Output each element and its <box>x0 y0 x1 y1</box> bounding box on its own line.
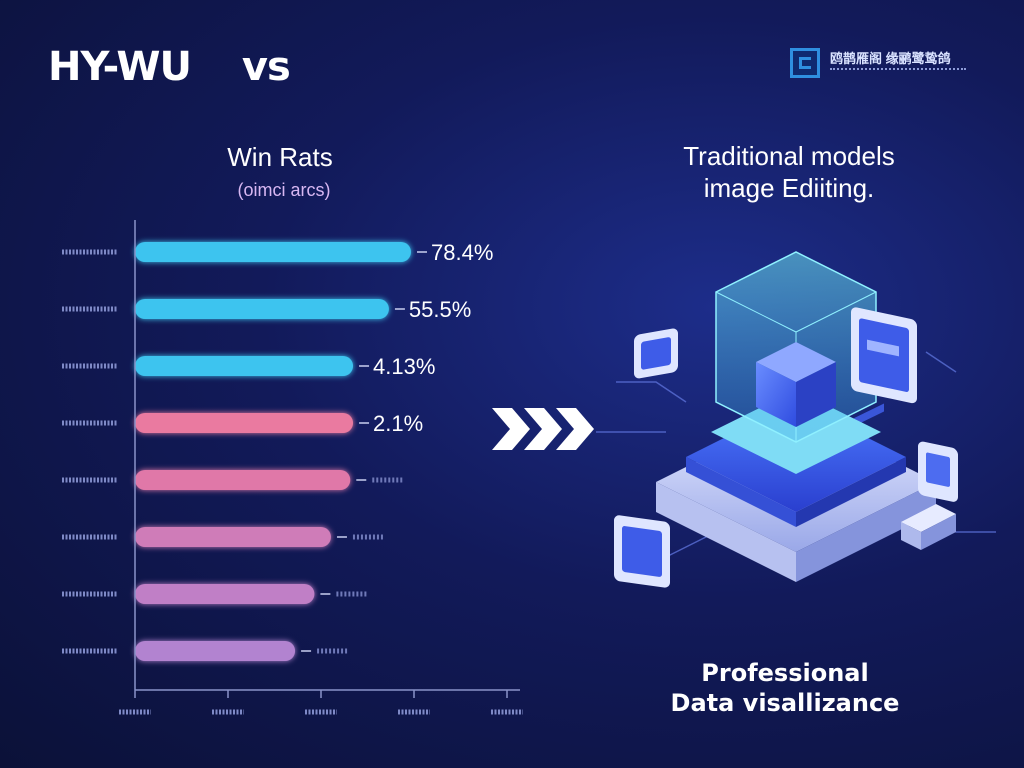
bar-4 <box>135 470 351 490</box>
bar-2 <box>135 356 354 376</box>
bar-1 <box>135 299 389 319</box>
right-title-line1: Traditional models <box>683 141 895 171</box>
headline-title: HY-WU <box>48 44 192 90</box>
value-label-0: 78.4% <box>431 240 493 265</box>
bar-6 <box>135 584 315 604</box>
bar-0 <box>135 242 411 262</box>
isometric-server-platform-icon <box>596 251 996 588</box>
floating-screen-icon <box>851 307 917 404</box>
bar-3 <box>135 413 354 433</box>
floating-tile-icon <box>918 441 958 502</box>
floating-doc-icon <box>614 515 670 588</box>
win-rate-bar-chart: 78.4% 55.5% 4.13% 2.1% <box>62 220 523 715</box>
right-title-line2: image Ediiting. <box>703 173 875 203</box>
triple-chevron-right-icon <box>492 408 594 450</box>
headline-vs: vs <box>241 44 291 90</box>
logo-text: 鸥鹊雁阁 缘鹂鹭鸷鸽 <box>830 51 951 66</box>
chart-subtitle: (oimci arcs) <box>237 180 331 200</box>
footer-caption: Professional Data visallizance <box>640 658 930 718</box>
headline: HY-WU vs <box>48 44 291 90</box>
footer-line2: Data visallizance <box>670 689 900 717</box>
footer-line1: Professional <box>701 659 869 687</box>
right-panel-title: Traditional models image Ediiting. <box>600 140 978 204</box>
value-label-1: 55.5% <box>409 297 471 322</box>
floating-block-icon <box>901 504 956 550</box>
logo-icon <box>790 48 820 78</box>
chart-title: Win Rats <box>227 142 333 172</box>
floating-card-icon <box>634 328 678 379</box>
logo-underline <box>830 68 966 74</box>
brand-logo: 鸥鹊雁阁 缘鹂鹭鸷鸽 <box>790 46 990 82</box>
bar-7 <box>135 641 296 661</box>
value-label-3: 2.1% <box>373 411 423 436</box>
value-label-2: 4.13% <box>373 354 435 379</box>
bar-5 <box>135 527 331 547</box>
